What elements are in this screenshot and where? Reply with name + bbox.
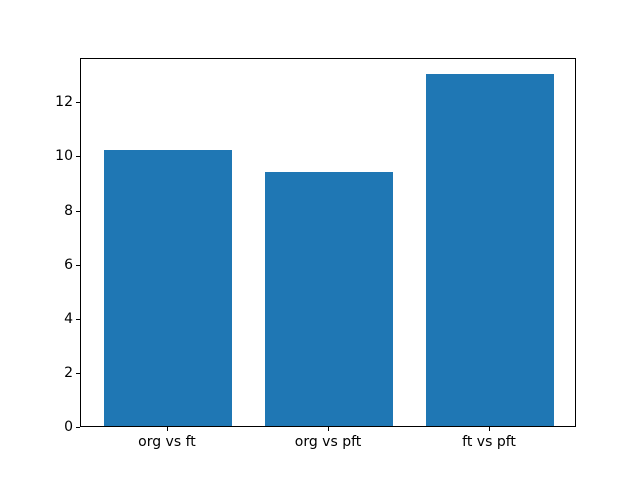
y-tick-label: 10: [55, 148, 73, 165]
y-tick-label: 2: [64, 365, 73, 382]
y-tick-mark: [76, 264, 80, 266]
y-tick-mark: [76, 210, 80, 212]
y-tick-mark: [76, 156, 80, 158]
x-tick-mark: [328, 427, 329, 432]
plot-area: [80, 57, 576, 428]
y-tick-label: 12: [55, 94, 73, 111]
x-tick-label: org vs ft: [138, 434, 196, 451]
bar-org-vs-ft: [103, 150, 233, 427]
y-tick-mark: [76, 427, 80, 429]
y-tick-label: 0: [64, 419, 73, 436]
bar-ft-vs-pft: [425, 74, 555, 427]
x-tick-label: org vs pft: [294, 434, 362, 451]
y-tick-label: 4: [64, 310, 73, 327]
y-tick-mark: [76, 102, 80, 104]
bar-org-vs-pft: [264, 171, 394, 427]
y-tick-mark: [76, 318, 80, 320]
y-tick-mark: [76, 373, 80, 375]
x-tick-mark: [489, 427, 491, 432]
x-tick-mark: [166, 427, 168, 432]
y-tick-label: 8: [64, 202, 73, 219]
y-tick-label: 6: [64, 256, 73, 273]
x-tick-label: ft vs pft: [462, 434, 516, 451]
